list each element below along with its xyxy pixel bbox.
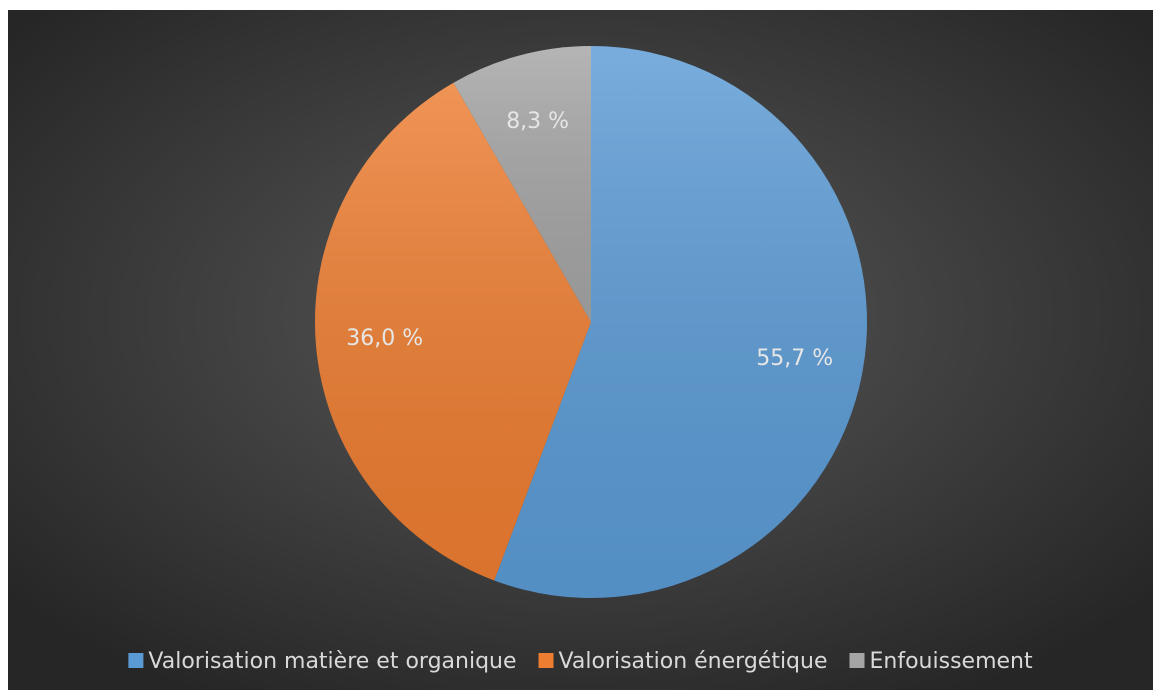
data-label: 55,7 %	[756, 346, 833, 371]
legend-swatch	[128, 653, 144, 668]
slice-shade	[314, 82, 591, 581]
legend-label: Valorisation matière et organique	[148, 649, 516, 674]
slice-shade	[453, 46, 591, 322]
data-label: 8,3 %	[506, 109, 569, 134]
data-label: 36,0 %	[346, 326, 423, 351]
legend-label: Enfouissement	[870, 649, 1033, 674]
slice-shade	[494, 46, 867, 598]
legend-label: Valorisation énergétique	[559, 649, 828, 674]
legend-swatch	[538, 653, 554, 668]
legend-swatch	[849, 653, 865, 668]
